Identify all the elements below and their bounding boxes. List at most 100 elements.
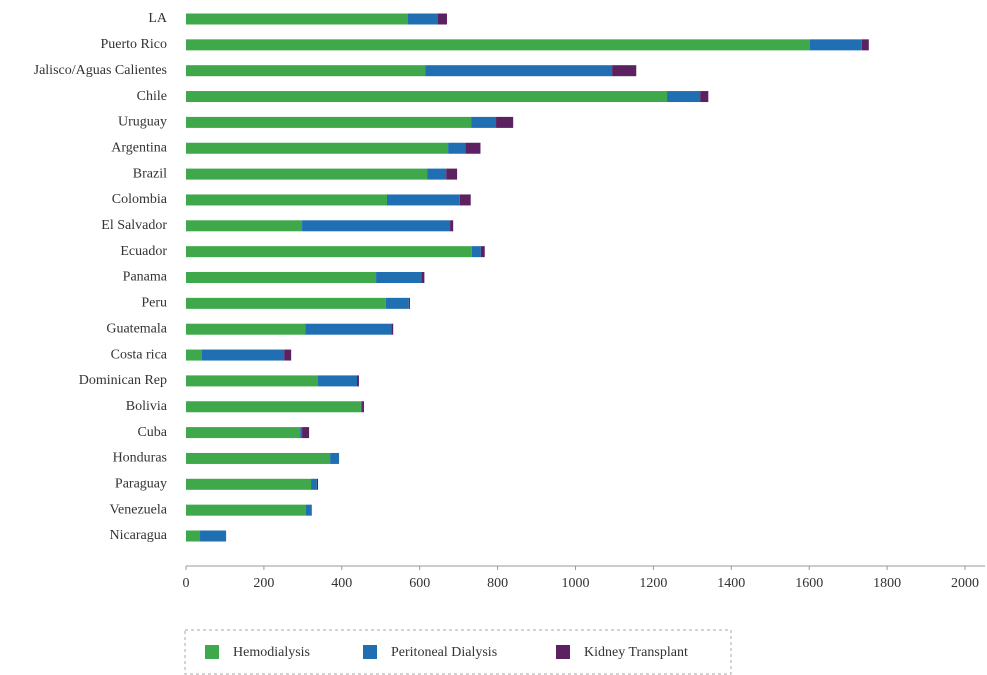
bar-segment bbox=[186, 478, 312, 490]
bar-segment bbox=[376, 272, 422, 283]
bar-segment bbox=[700, 91, 709, 103]
bar-segment bbox=[356, 375, 359, 387]
category-label: El Salvador bbox=[101, 218, 167, 233]
bar-segment bbox=[186, 349, 202, 361]
bar-segment bbox=[421, 272, 425, 283]
bar-segment bbox=[480, 246, 485, 258]
bar-segment bbox=[360, 401, 363, 413]
bar-segment bbox=[427, 168, 447, 180]
x-tick-label: 200 bbox=[253, 576, 274, 591]
legend-swatch bbox=[363, 645, 377, 659]
bar-segment bbox=[284, 349, 292, 361]
category-label: Jalisco/Aguas Calientes bbox=[34, 63, 167, 78]
bar-segment bbox=[186, 323, 306, 335]
x-tick-label: 600 bbox=[409, 576, 430, 591]
category-label: Chile bbox=[137, 89, 167, 104]
bar-segment bbox=[186, 452, 331, 464]
bar-segment bbox=[186, 427, 301, 439]
legend-box bbox=[184, 629, 732, 675]
bar-segment bbox=[186, 504, 306, 516]
category-label: Honduras bbox=[113, 451, 167, 466]
legend-swatch bbox=[556, 645, 570, 659]
bar-segment bbox=[186, 220, 303, 232]
category-label: Cuba bbox=[137, 425, 167, 440]
legend-label: Peritoneal Dialysis bbox=[391, 645, 497, 660]
category-label: Panama bbox=[123, 270, 168, 285]
category-label: Peru bbox=[141, 296, 167, 311]
category-label: LA bbox=[148, 11, 168, 26]
legend-label: Hemodialysis bbox=[233, 645, 310, 660]
bar-segment bbox=[186, 375, 319, 387]
bar-segment bbox=[408, 297, 410, 309]
category-label: Venezuela bbox=[109, 502, 167, 517]
x-tick-label: 1400 bbox=[717, 576, 745, 591]
category-label: Uruguay bbox=[118, 115, 167, 130]
bar-segment bbox=[186, 401, 361, 413]
bar-segment bbox=[391, 323, 394, 335]
bar-segment bbox=[385, 297, 409, 309]
bar-segment bbox=[186, 91, 668, 103]
bar-segment bbox=[448, 142, 466, 154]
bar-segment bbox=[362, 401, 365, 413]
bar-segment bbox=[186, 116, 472, 128]
x-tick-label: 1200 bbox=[639, 576, 667, 591]
category-label: Nicaragua bbox=[109, 528, 167, 543]
bar-segment bbox=[186, 65, 426, 77]
category-label: Colombia bbox=[112, 192, 168, 207]
category-label: Puerto Rico bbox=[101, 37, 168, 52]
bar-segment bbox=[408, 13, 439, 25]
bar-segment bbox=[200, 530, 227, 542]
bar-segment bbox=[305, 504, 312, 516]
bar-segment bbox=[201, 349, 285, 361]
bar-segment bbox=[186, 142, 449, 154]
bar-segment bbox=[305, 323, 392, 335]
bar-segment bbox=[186, 39, 810, 51]
bar-segment bbox=[459, 194, 471, 206]
x-tick-label: 1800 bbox=[873, 576, 901, 591]
bar-segment bbox=[186, 194, 387, 206]
bar-segment bbox=[612, 65, 637, 77]
bar-segment bbox=[186, 246, 472, 258]
bar-segment bbox=[861, 39, 869, 51]
x-tick-label: 800 bbox=[487, 576, 508, 591]
x-tick-label: 2000 bbox=[951, 576, 979, 591]
bar-segment bbox=[425, 65, 613, 77]
bar-segment bbox=[302, 427, 310, 439]
bar-segment bbox=[438, 13, 447, 25]
category-label: Argentina bbox=[111, 140, 168, 155]
bar-segment bbox=[471, 116, 497, 128]
category-label: Ecuador bbox=[120, 244, 167, 259]
bar-segment bbox=[316, 478, 319, 490]
legend-swatch bbox=[205, 645, 219, 659]
category-label: Paraguay bbox=[115, 477, 167, 492]
category-label: Bolivia bbox=[126, 399, 168, 414]
bar-segment bbox=[300, 427, 303, 439]
x-tick-label: 400 bbox=[331, 576, 352, 591]
bar-segment bbox=[330, 452, 340, 464]
x-tick-label: 0 bbox=[183, 576, 190, 591]
x-tick-label: 1000 bbox=[562, 576, 590, 591]
bar-segment bbox=[450, 220, 454, 232]
bar-segment bbox=[465, 142, 481, 154]
bar-segment bbox=[186, 297, 386, 309]
bar-segment bbox=[471, 246, 481, 258]
bar-segment bbox=[186, 530, 201, 542]
x-tick-label: 1600 bbox=[795, 576, 823, 591]
category-label: Brazil bbox=[133, 166, 167, 181]
category-label: Guatemala bbox=[106, 321, 167, 336]
bar-segment bbox=[667, 91, 701, 103]
bar-segment bbox=[386, 194, 460, 206]
bar-segment bbox=[186, 168, 428, 180]
bar-segment bbox=[496, 116, 514, 128]
bar-segment bbox=[186, 13, 409, 25]
bar-segment bbox=[302, 220, 451, 232]
bar-segment bbox=[186, 272, 377, 283]
bar-segment bbox=[311, 478, 317, 490]
bar-segment bbox=[809, 39, 862, 51]
category-label: Costa rica bbox=[111, 347, 168, 362]
legend-label: Kidney Transplant bbox=[584, 645, 688, 660]
category-label: Dominican Rep bbox=[79, 373, 167, 388]
bar-segment bbox=[446, 168, 458, 180]
bar-segment bbox=[318, 375, 357, 387]
